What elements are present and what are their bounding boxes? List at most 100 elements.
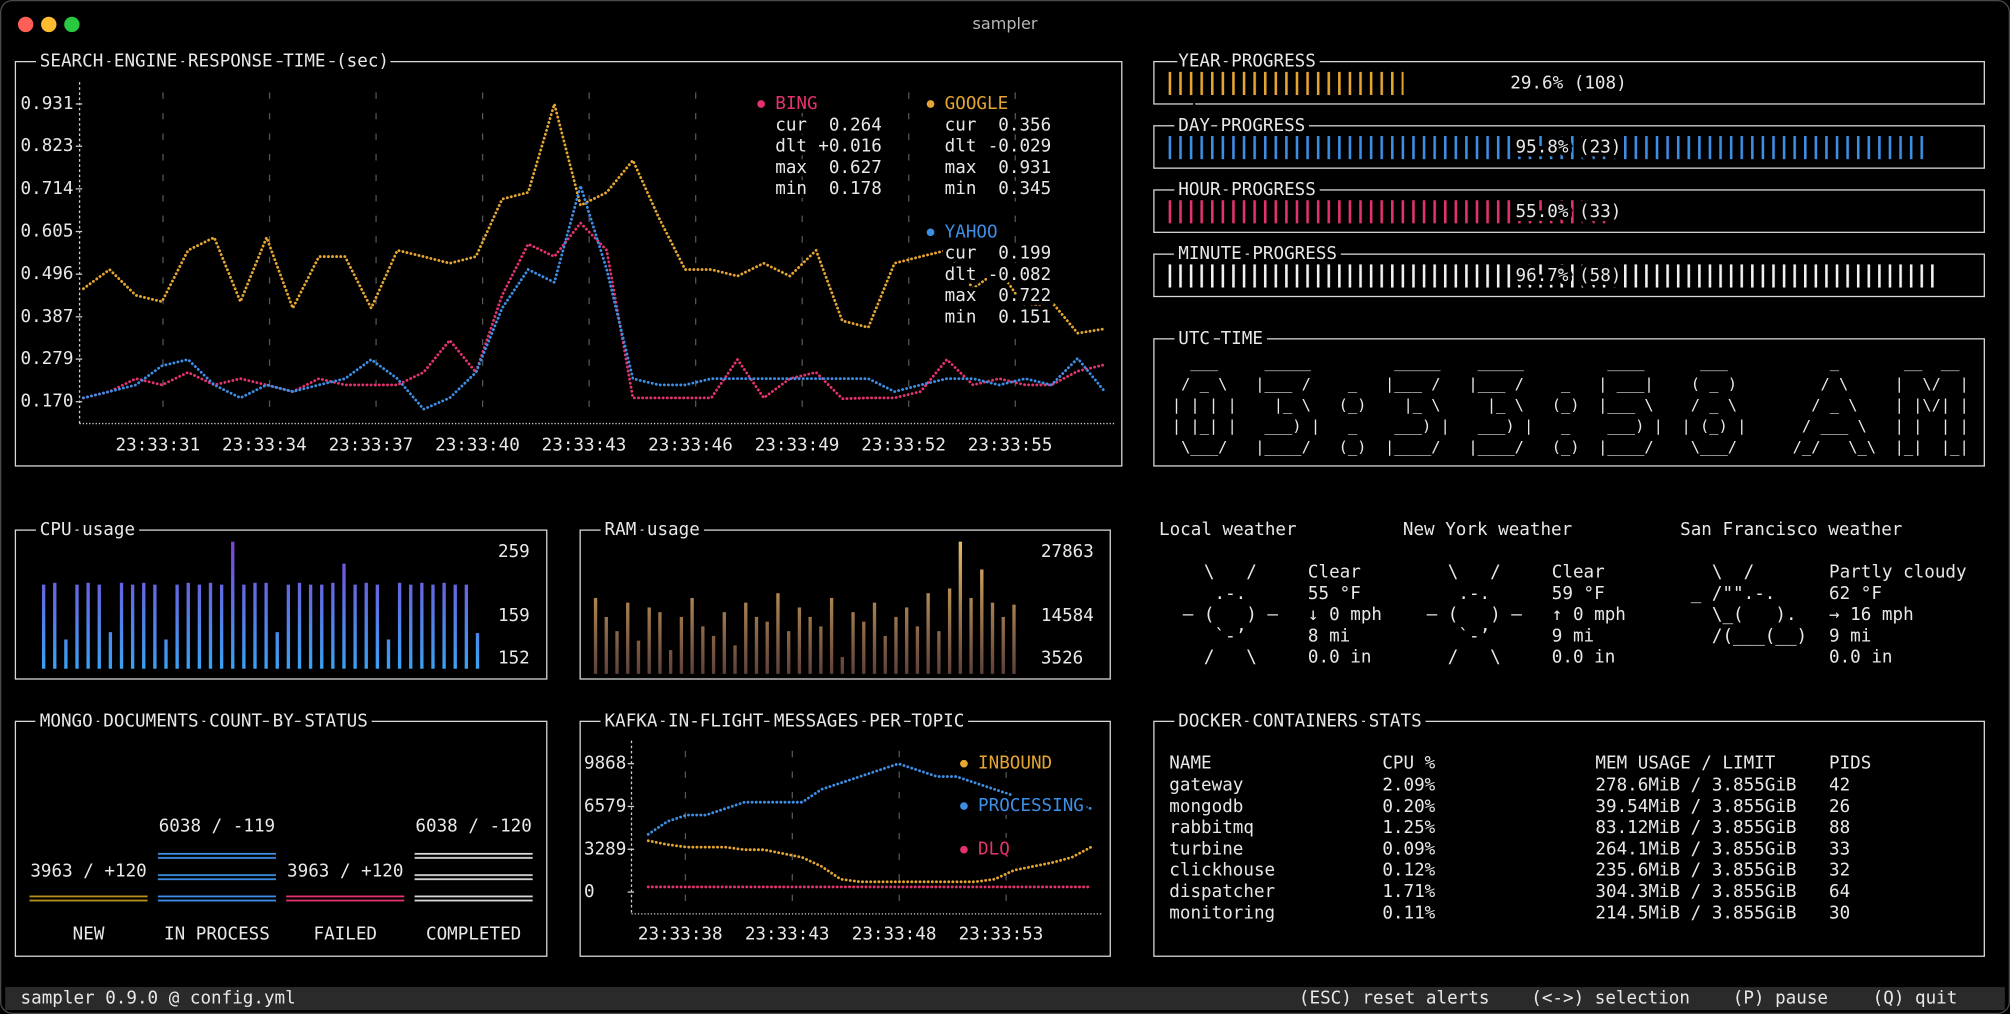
- progress-label: 96.7% (58): [1516, 266, 1622, 286]
- y-tick-label: 0.279: [21, 349, 74, 369]
- bar: [615, 631, 619, 674]
- x-tick-label: 23:33:53: [959, 924, 1044, 944]
- value-label: 3963 / +120: [30, 862, 146, 882]
- table-cell: 83.12MiB / 3.855GiB: [1595, 818, 1796, 838]
- table-cell: clickhouse: [1169, 861, 1275, 881]
- table-cell: 278.6MiB / 3.855GiB: [1595, 776, 1796, 796]
- weather-icon: / \: [1405, 648, 1543, 668]
- legend-marker: [926, 228, 935, 237]
- bar: [636, 640, 641, 674]
- stat-name: max: [945, 158, 977, 178]
- bar: [947, 588, 952, 674]
- weather-detail: 0.0 in: [1308, 648, 1372, 668]
- legend-marker: [960, 759, 968, 768]
- panel-border: [14, 60, 1123, 467]
- weather-icon: ― ( ) ―: [1405, 605, 1543, 625]
- weather-detail: 8 mi: [1308, 626, 1350, 646]
- progress-bar: [1168, 264, 1938, 288]
- x-tick-label: IN PROCESS: [164, 924, 270, 944]
- zoom-button[interactable]: [64, 16, 80, 33]
- y-tick-label: 6579: [584, 796, 626, 816]
- stat-label: 152: [498, 648, 530, 668]
- stat-value: -0.082: [988, 265, 1052, 285]
- table-cell: 2.09%: [1382, 776, 1435, 796]
- bar: [253, 582, 257, 669]
- clock-art: | |_| | ___) | _ ___) | ___) | _ ___) | …: [1172, 417, 1969, 435]
- stat-name: dlt: [945, 265, 977, 285]
- bar: [754, 616, 759, 674]
- table-cell: 30: [1829, 903, 1850, 923]
- weather-icon: .-.: [1162, 584, 1300, 604]
- progress-label: 29.6% (108): [1510, 73, 1626, 93]
- panel-border: [1153, 60, 1985, 105]
- bar: [808, 616, 812, 674]
- table-cell: 88: [1829, 818, 1850, 838]
- stat-label: 259: [498, 542, 530, 562]
- bar: [1001, 616, 1005, 674]
- legend-marker: [757, 100, 765, 108]
- table-header: MEM USAGE / LIMIT: [1595, 754, 1775, 774]
- series-line: [82, 220, 1106, 401]
- y-tick-label: 0.387: [21, 307, 74, 327]
- stat-value: 0.199: [998, 244, 1051, 264]
- bar: [364, 582, 368, 669]
- y-tick-label: 0.496: [21, 264, 74, 284]
- x-tick-label: 23:33:37: [329, 435, 414, 455]
- weather-icon: \_( ).: [1680, 605, 1818, 625]
- close-button[interactable]: [17, 16, 34, 33]
- panel-border: [1153, 720, 1985, 957]
- weather-detail: 59 °F: [1552, 584, 1605, 604]
- table-cell: dispatcher: [1169, 882, 1275, 902]
- table-cell: 0.09%: [1382, 839, 1435, 859]
- table-cell: 1.71%: [1382, 882, 1435, 902]
- y-tick-label: 3289: [584, 839, 626, 859]
- stat-value: 0.178: [829, 179, 882, 199]
- weather-icon: ― ( ) ―: [1162, 605, 1300, 625]
- legend-label: GOOGLE: [945, 94, 1009, 114]
- bar: [431, 584, 435, 669]
- bar: [453, 584, 457, 669]
- bar: [175, 584, 179, 669]
- table-cell: 235.6MiB / 3.855GiB: [1595, 861, 1796, 881]
- bar: [208, 582, 213, 669]
- weather-icon: `-’: [1162, 626, 1300, 646]
- bar: [701, 626, 705, 674]
- legend-marker: [960, 802, 968, 810]
- bar: [593, 597, 598, 674]
- legend-marker: [926, 100, 935, 108]
- weather-icon: \ /: [1405, 562, 1543, 582]
- bar: [604, 616, 608, 674]
- stat-value: 0.722: [998, 286, 1051, 306]
- bar: [442, 582, 446, 669]
- weather-title: New York weather: [1403, 520, 1572, 540]
- weather-icon: .-.: [1405, 584, 1543, 604]
- x-tick-label: COMPLETED: [426, 924, 521, 944]
- table-cell: mongodb: [1169, 797, 1243, 817]
- bar: [386, 639, 391, 669]
- stat-value: 0.151: [998, 308, 1051, 328]
- bar: [157, 848, 276, 917]
- minimize-button[interactable]: [41, 16, 57, 33]
- bar: [375, 584, 380, 669]
- weather-detail: 9 mi: [1829, 626, 1871, 646]
- legend-label: DLQ: [978, 840, 1010, 860]
- weather-detail: Clear: [1308, 562, 1361, 582]
- bar: [41, 584, 46, 669]
- panel-title: DOCKER CONTAINERS STATS: [1178, 711, 1421, 731]
- panel-title: KAFKA IN-FLIGHT MESSAGES PER TOPIC: [605, 711, 965, 731]
- table-cell: monitoring: [1169, 903, 1275, 923]
- panel-title: MINUTE PROGRESS: [1178, 244, 1337, 264]
- clock-art: | | | | |_ \ (_) |_ \ |_ \ (_) |___ \ / …: [1172, 396, 1969, 414]
- table-cell: 0.20%: [1382, 797, 1435, 817]
- bar: [883, 635, 887, 674]
- table-cell: 26: [1829, 797, 1850, 817]
- stat-name: dlt: [945, 137, 977, 157]
- y-tick-label: 0.714: [21, 179, 74, 199]
- x-tick-label: 23:33:40: [435, 435, 520, 455]
- weather-icon: \ /: [1680, 562, 1818, 582]
- y-tick-label: 0.931: [21, 94, 74, 114]
- bar: [733, 645, 737, 674]
- bar: [711, 635, 716, 674]
- clock-art: / _ \ |___ / _ |___ / |___ / _ | ___| ( …: [1172, 375, 1969, 393]
- weather-icon: \ /: [1162, 562, 1300, 582]
